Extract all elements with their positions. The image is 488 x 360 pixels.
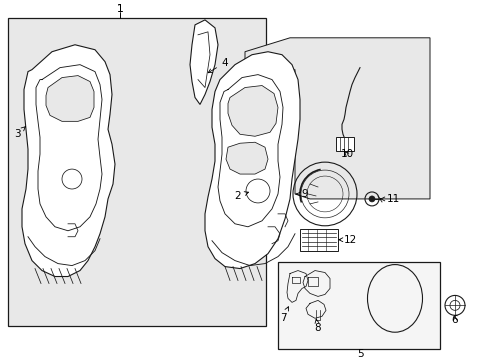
Text: 1: 1: [117, 4, 123, 14]
Polygon shape: [227, 86, 278, 136]
Polygon shape: [190, 20, 218, 104]
Text: 1: 1: [117, 4, 123, 14]
Text: 10: 10: [340, 149, 353, 159]
Text: 4: 4: [208, 58, 228, 73]
Text: 9: 9: [296, 189, 307, 199]
Bar: [8, 18, 265, 326]
Polygon shape: [244, 38, 429, 199]
Polygon shape: [22, 45, 115, 276]
Bar: [335, 137, 353, 151]
Polygon shape: [46, 76, 94, 121]
Text: 5: 5: [356, 349, 363, 359]
Text: 8: 8: [314, 319, 321, 333]
Polygon shape: [204, 52, 299, 269]
Bar: [299, 229, 337, 251]
Bar: [278, 262, 439, 349]
Text: 6: 6: [451, 315, 457, 325]
Text: 2: 2: [234, 191, 248, 201]
Text: 11: 11: [380, 194, 399, 204]
Text: 3: 3: [14, 127, 25, 139]
Text: 12: 12: [338, 235, 356, 245]
Circle shape: [368, 196, 374, 202]
Polygon shape: [225, 142, 267, 174]
Text: 7: 7: [279, 307, 288, 323]
